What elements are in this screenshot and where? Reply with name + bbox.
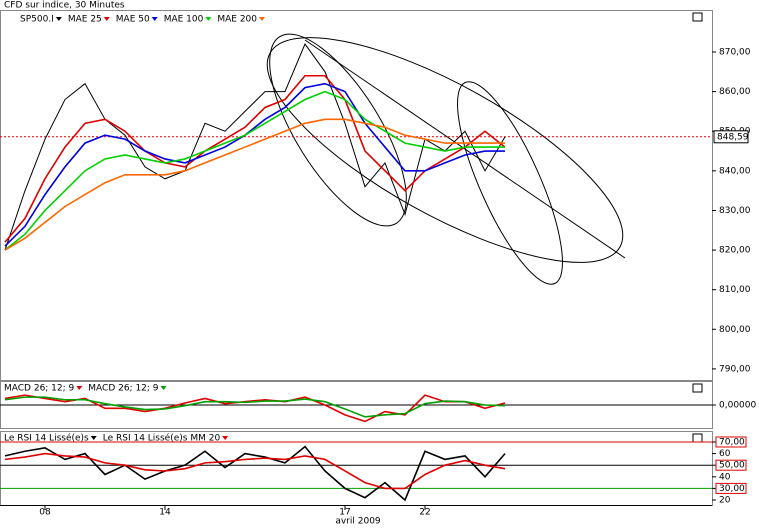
legend-dropdown <box>222 436 229 440</box>
x-axis-label: avril 2009 <box>335 517 381 527</box>
tick-box <box>715 436 747 448</box>
panel-button[interactable] <box>692 383 703 393</box>
series-line <box>4 118 505 251</box>
series-line <box>4 43 506 251</box>
ellipse <box>457 81 563 285</box>
legend-entry: MAE 100 <box>164 15 204 25</box>
tick-box <box>715 482 747 494</box>
chart-title: CFD sur indice, 30 Minutes <box>4 1 125 11</box>
y-tick-label: 30,00 <box>719 484 745 494</box>
legend-dropdown <box>55 17 62 21</box>
legend-entry: MACD 26; 12; 9 <box>4 384 75 394</box>
y-tick-label: 50,00 <box>719 461 745 471</box>
y-tick-label: 860,00 <box>719 87 751 97</box>
y-tick-label: 70,00 <box>719 437 745 447</box>
legend-entry: MAE 25 <box>68 15 102 25</box>
last-price-label: 848,59 <box>717 132 749 142</box>
series-line <box>4 452 506 490</box>
legend-dropdown <box>103 17 110 21</box>
series-line <box>4 82 505 247</box>
x-tick-label: 22 <box>419 508 430 518</box>
series-line <box>4 445 506 502</box>
legend-entry: MAE 50 <box>116 15 150 25</box>
y-tick-label: 790,00 <box>719 364 751 374</box>
legend-dropdown <box>205 17 212 21</box>
legend-dropdown <box>90 436 97 440</box>
last-price-box <box>713 130 749 144</box>
panel-button[interactable] <box>692 433 703 443</box>
y-tick-label: 820,00 <box>719 246 751 256</box>
legend-entry: MACD 26; 12; 9 <box>88 384 159 394</box>
legend-dropdown <box>76 386 83 390</box>
y-tick-label: 800,00 <box>719 325 751 335</box>
trend-line <box>304 39 626 259</box>
y-tick-label: 60 <box>719 449 731 459</box>
legend-dropdown <box>151 17 158 21</box>
series-line <box>4 396 506 418</box>
legend-dropdown <box>160 386 167 390</box>
legend-dropdown <box>259 17 265 21</box>
drawing-tools <box>266 33 626 285</box>
x-tick-label: 08 <box>39 508 51 518</box>
panel-button[interactable] <box>692 12 703 22</box>
x-tick-label: 17 <box>339 508 350 518</box>
legend-entry: Le RSI 14 Lissé(e)s MM 20 <box>103 433 221 444</box>
y-tick-label: 810,00 <box>719 285 751 295</box>
legend-entry: MAE 200 <box>217 15 257 25</box>
y-tick-label: 20 <box>719 496 731 506</box>
legend-entry: SP500.I <box>20 15 54 25</box>
y-tick-label: 870,00 <box>719 47 751 57</box>
y-tick-label: 840,00 <box>719 166 751 176</box>
price-panel <box>0 10 713 381</box>
y-tick-label: 830,00 <box>719 206 751 216</box>
series-line <box>4 90 505 251</box>
x-tick-label: 14 <box>159 508 171 518</box>
ellipse <box>266 37 624 263</box>
y-tick-label: 40 <box>719 472 731 482</box>
y-tick-label: 0,00000 <box>719 401 756 411</box>
tick-box <box>715 459 747 471</box>
ellipse <box>269 33 407 227</box>
series-line <box>4 74 506 243</box>
legend-entry: Le RSI 14 Lissé(e)s <box>4 433 89 444</box>
